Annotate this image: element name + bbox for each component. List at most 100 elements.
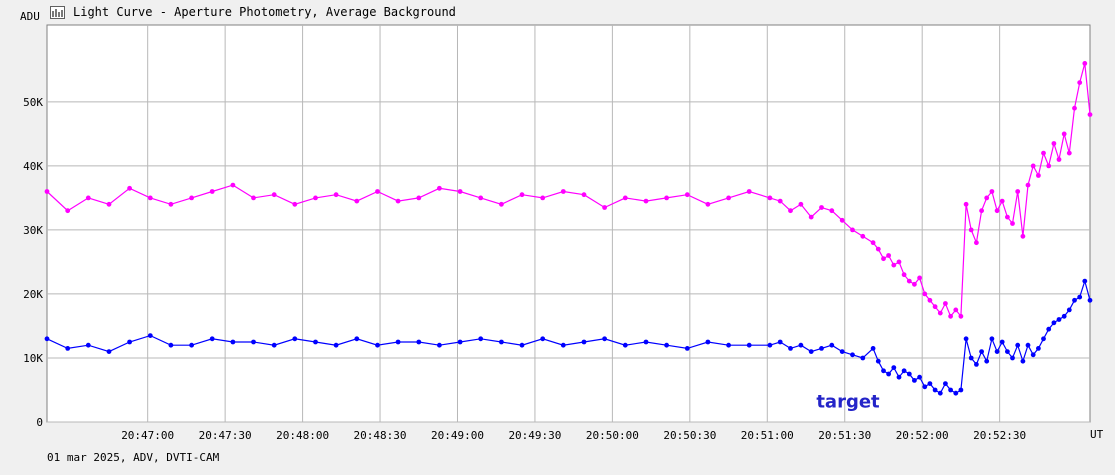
data-point xyxy=(860,355,866,361)
window-title: Light Curve - Aperture Photometry, Avera… xyxy=(73,5,456,19)
data-point xyxy=(829,208,835,214)
data-point xyxy=(375,189,380,194)
data-point xyxy=(860,233,866,239)
data-point xyxy=(1025,182,1031,188)
data-point xyxy=(684,346,690,351)
data-point xyxy=(44,336,50,342)
data-point xyxy=(974,240,979,246)
data-point xyxy=(664,195,669,201)
y-tick-label: 40K xyxy=(23,160,43,173)
x-tick-label: 20:48:00 xyxy=(276,429,329,442)
data-point xyxy=(896,374,902,380)
data-point xyxy=(1072,105,1077,111)
data-point xyxy=(313,195,318,201)
data-point xyxy=(937,310,943,316)
data-point xyxy=(1041,336,1046,342)
data-point xyxy=(478,336,484,342)
data-point xyxy=(333,342,339,348)
data-point xyxy=(540,195,546,201)
y-tick-label: 50K xyxy=(23,96,43,109)
data-point xyxy=(798,342,804,348)
data-point xyxy=(948,313,953,319)
data-point xyxy=(943,301,948,306)
data-point xyxy=(251,339,256,345)
x-tick-label: 20:50:00 xyxy=(586,429,639,442)
x-axis-ticks: 20:47:00 20:47:30 20:48:00 20:48:30 20:49:00… xyxy=(121,429,1026,442)
data-point xyxy=(1015,189,1021,194)
data-point xyxy=(1087,297,1093,303)
data-point xyxy=(499,339,504,345)
data-point xyxy=(994,208,1000,214)
series-target xyxy=(44,278,1093,396)
data-point xyxy=(819,346,824,351)
data-point xyxy=(917,275,922,281)
data-point xyxy=(968,355,974,361)
data-point xyxy=(622,342,628,348)
data-point xyxy=(189,195,195,201)
data-point xyxy=(881,256,886,262)
data-series xyxy=(44,61,1093,396)
y-tick-label: 0 xyxy=(36,416,43,429)
data-point xyxy=(560,342,566,348)
data-point xyxy=(209,189,215,194)
data-point xyxy=(948,387,953,393)
data-point xyxy=(839,217,845,223)
data-point xyxy=(1061,313,1067,319)
data-point xyxy=(808,214,814,220)
data-point xyxy=(886,253,891,258)
data-point xyxy=(829,342,835,348)
data-point xyxy=(664,342,669,348)
data-point xyxy=(127,185,132,191)
x-tick-label: 20:50:30 xyxy=(663,429,716,442)
x-tick-label: 20:47:30 xyxy=(199,429,252,442)
data-point xyxy=(602,336,607,342)
data-point xyxy=(106,201,112,207)
data-point xyxy=(684,192,690,198)
data-point xyxy=(457,339,463,345)
data-point xyxy=(1030,352,1036,358)
data-point xyxy=(44,189,50,194)
x-tick-label: 20:48:30 xyxy=(354,429,407,442)
data-point xyxy=(870,240,876,246)
data-point xyxy=(1020,233,1026,239)
data-point xyxy=(251,195,256,201)
data-point xyxy=(1056,317,1062,322)
data-point xyxy=(726,342,731,348)
data-point xyxy=(979,349,984,354)
data-point xyxy=(209,336,215,342)
data-point xyxy=(891,365,897,370)
data-point xyxy=(943,381,948,386)
data-point xyxy=(901,368,907,374)
data-point xyxy=(953,390,959,396)
data-point xyxy=(354,336,360,342)
data-point xyxy=(602,205,607,210)
series-line-target xyxy=(46,278,1091,395)
data-point xyxy=(416,339,422,345)
data-point xyxy=(875,358,881,364)
data-point xyxy=(808,349,814,354)
data-point xyxy=(870,346,876,351)
window-title-bar: Light Curve - Aperture Photometry, Avera… xyxy=(50,4,456,20)
y-axis-ticks: 0 10K 20K 30K 40K 50K xyxy=(23,96,43,429)
data-point xyxy=(1046,326,1052,332)
data-point xyxy=(147,195,153,201)
data-point xyxy=(788,346,793,351)
x-tick-label: 20:49:00 xyxy=(431,429,484,442)
data-point xyxy=(1041,150,1046,156)
data-point xyxy=(1077,80,1083,85)
data-point xyxy=(1061,131,1067,137)
data-point xyxy=(581,339,587,345)
data-point xyxy=(519,192,525,198)
y-tick-label: 20K xyxy=(23,288,43,301)
data-point xyxy=(922,384,928,390)
data-point xyxy=(1005,214,1010,220)
data-point xyxy=(292,336,298,342)
x-axis-unit-label: UT xyxy=(1090,428,1104,441)
x-tick-label: 20:47:00 xyxy=(121,429,174,442)
data-point xyxy=(1036,346,1041,351)
data-point xyxy=(746,342,752,348)
data-point xyxy=(999,198,1005,204)
data-point xyxy=(932,387,938,393)
data-point xyxy=(168,201,174,207)
